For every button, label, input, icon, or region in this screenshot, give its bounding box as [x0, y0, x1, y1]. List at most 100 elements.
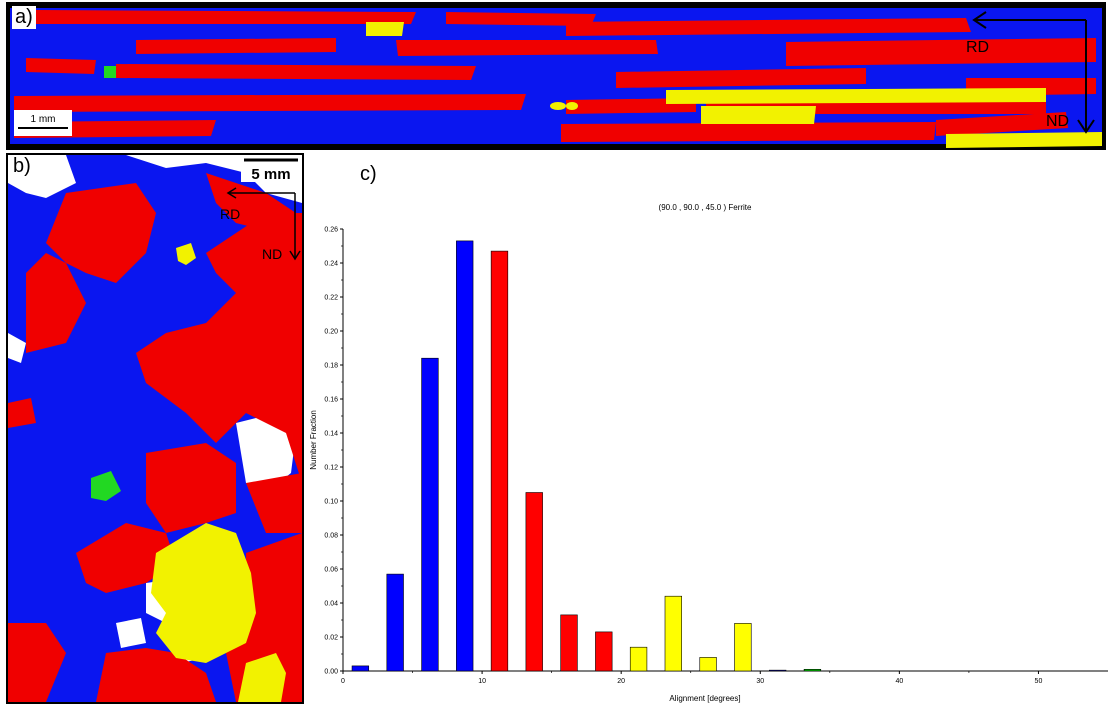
y-tick-label: 0.24: [324, 261, 338, 268]
panel-b-label: b): [10, 155, 34, 178]
red-grain: [616, 68, 866, 88]
red-grain: [46, 183, 156, 283]
histogram-bar: [595, 631, 613, 672]
y-tick-label: 0.02: [324, 635, 338, 642]
histogram-bar: [769, 669, 787, 672]
histogram-bar: [699, 657, 717, 672]
histogram-bar: [525, 492, 543, 672]
yellow-grain: [701, 106, 816, 124]
red-grain: [786, 38, 1096, 66]
red-grain: [116, 64, 476, 80]
red-grain: [136, 213, 302, 483]
x-tick-label: 30: [756, 678, 764, 685]
yellow-grain: [550, 102, 566, 110]
histogram-bar: [629, 646, 648, 672]
histogram-bar: [664, 595, 682, 672]
y-tick-label: 0.18: [324, 363, 338, 370]
yellow-grains: [151, 243, 286, 702]
x-tick-label: 50: [1035, 678, 1043, 685]
red-grain: [96, 648, 216, 702]
alignment-histogram-chart: (90.0 , 90.0 , 45.0 ) Ferrite Alignment …: [309, 203, 1108, 703]
rd-arrow-head-icon: [226, 187, 237, 199]
panel-b-map-svg: 5 mm RD ND: [6, 153, 304, 704]
red-grain: [396, 40, 658, 56]
red-grains: [14, 10, 1096, 142]
panel-a-phase-map: 1 mm RD ND a): [6, 2, 1106, 150]
y-tick-label: 0.20: [324, 329, 338, 336]
histogram-bar: [386, 573, 404, 672]
yellow-grains: [366, 22, 1102, 148]
red-grain: [446, 12, 596, 26]
red-grain: [936, 112, 1068, 136]
white-grain: [116, 618, 146, 648]
panel-c-histogram: c) (90.0 , 90.0 , 45.0 ) Ferrite Alignme…: [309, 153, 1111, 705]
x-tick-label: 20: [617, 678, 625, 685]
green-grain: [91, 471, 121, 501]
yellow-grain: [666, 88, 1046, 104]
y-tick-label: 0.14: [324, 431, 338, 438]
red-grain: [566, 18, 971, 36]
red-grain: [566, 98, 696, 114]
yellow-grain: [566, 102, 578, 110]
yellow-grain: [946, 132, 1102, 148]
red-grain: [26, 58, 96, 74]
histogram-bar: [456, 240, 474, 672]
nd-arrow-head-icon: [289, 250, 301, 261]
panel-b-phase-map: 5 mm RD ND b): [6, 153, 304, 704]
panel-c-label: c): [360, 163, 377, 185]
y-tick-label: 0.22: [324, 295, 338, 302]
red-grain: [206, 173, 296, 233]
histogram-bar: [734, 623, 752, 672]
histogram-bar: [560, 614, 578, 672]
histogram-bar: [351, 665, 370, 672]
white-grain: [236, 413, 296, 493]
panel-a-map-svg: 1 mm RD ND: [6, 2, 1106, 150]
y-tick-label: 0.12: [324, 465, 338, 472]
nd-label: ND: [262, 246, 282, 262]
x-tick-label: 40: [895, 678, 903, 685]
y-axis-label: Number Fraction: [310, 410, 318, 470]
y-tick-label: 0.26: [324, 227, 338, 234]
red-grain: [146, 443, 236, 533]
red-grain: [36, 10, 416, 24]
red-grain: [561, 122, 936, 142]
rd-label: RD: [220, 206, 240, 222]
chart-title: (90.0 , 90.0 , 45.0 ) Ferrite: [659, 203, 752, 212]
yellow-grain: [176, 243, 196, 265]
yellow-grain: [151, 523, 256, 663]
red-grain: [76, 523, 176, 593]
scale-bar-label: 5 mm: [251, 166, 290, 183]
red-grain: [14, 94, 526, 112]
white-grain: [8, 333, 26, 363]
red-grain: [246, 473, 302, 533]
panel-a-label: a): [12, 6, 36, 29]
histogram-bar: [490, 250, 509, 672]
rd-arrow-head-icon: [972, 11, 987, 29]
nd-label: ND: [1046, 113, 1069, 130]
green-grain: [104, 66, 116, 78]
y-tick-label: 0.04: [324, 601, 338, 608]
x-tick-label: 0: [341, 678, 345, 685]
plot-area: 0.00 0.02 0.04 0.06 0.08 0.10 0.12 0.14 0.16 0.18…: [324, 227, 1108, 685]
histogram-bar: [421, 357, 439, 672]
red-grain: [226, 533, 302, 702]
red-grains: [8, 173, 302, 702]
yellow-grain: [238, 653, 286, 702]
red-grain: [136, 38, 336, 54]
x-axis-label: Alignment [degrees]: [669, 694, 740, 703]
scale-bar-label: 1 mm: [31, 114, 56, 125]
y-tick-label: 0.10: [324, 499, 338, 506]
y-tick-label: 0.06: [324, 567, 338, 574]
rd-label: RD: [966, 39, 989, 56]
yellow-grain: [366, 22, 404, 36]
y-tick-label: 0.08: [324, 533, 338, 540]
y-tick-label: 0.00: [324, 669, 338, 676]
scale-bar-box: [14, 110, 72, 136]
histogram-bar: [803, 668, 822, 672]
red-grain: [8, 623, 66, 702]
red-grain: [8, 398, 36, 428]
red-grain: [26, 253, 86, 353]
x-tick-label: 10: [478, 678, 486, 685]
y-tick-label: 0.16: [324, 397, 338, 404]
nd-arrow-head-icon: [1077, 119, 1095, 134]
